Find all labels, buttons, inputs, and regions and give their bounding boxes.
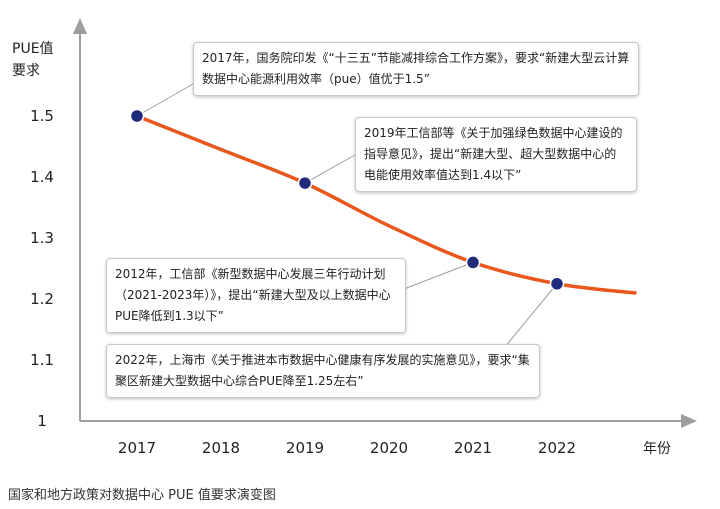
annotation-2017: 2017年，国务院印发《“十三五”节能减排综合工作方案》，要求“新建大型云计算数…	[193, 42, 639, 96]
y-axis-arrow	[73, 18, 87, 34]
x-axis-arrow	[681, 414, 697, 428]
tick-labels: 1 1.1 1.2 1.3 1.4 1.5 2017 2018 2019 2020 2021 2022…	[30, 107, 671, 457]
data-point-2017	[129, 108, 145, 124]
annotation-2019: 2019年工信部等《关于加强绿色数据中心建设的指导意见》，提出“新建大型、超大型…	[355, 117, 637, 192]
x-tick-label: 2022	[538, 439, 576, 457]
x-tick-label: 2018	[202, 439, 240, 457]
data-point-2021	[465, 255, 481, 270]
annotation-2022: 2022年，上海市《关于推进本市数据中心健康有序发展的实施意见》，要求“集聚区新…	[106, 344, 540, 398]
y-tick-label: 1.5	[30, 107, 54, 125]
series-group	[129, 108, 637, 295]
leader-line	[136, 83, 194, 117]
y-tick-label: 1.1	[30, 351, 54, 369]
x-axis-title: 年份	[643, 441, 671, 457]
x-tick-label: 2017	[118, 439, 156, 457]
y-tick-label: 1.4	[30, 168, 54, 186]
x-tick-label: 2020	[370, 439, 408, 457]
axes	[73, 18, 697, 428]
leader-line	[403, 261, 474, 290]
y-axis-title: PUE值要求	[12, 41, 54, 79]
annotation-2021: 2012年，工信部《新型数据中心发展三年行动计划（2021-2023年）》，提出…	[106, 258, 406, 333]
data-point-2022	[549, 276, 565, 291]
y-tick-label: 1.3	[30, 229, 54, 247]
y-tick-label: 1.2	[30, 290, 54, 308]
y-tick-label: 1	[37, 412, 47, 430]
data-point-2019	[297, 175, 313, 191]
leader-line	[304, 154, 356, 184]
x-tick-label: 2019	[286, 439, 324, 457]
chart-caption: 国家和地方政策对数据中心 PUE 值要求演变图	[8, 488, 276, 503]
x-tick-label: 2021	[454, 439, 492, 457]
